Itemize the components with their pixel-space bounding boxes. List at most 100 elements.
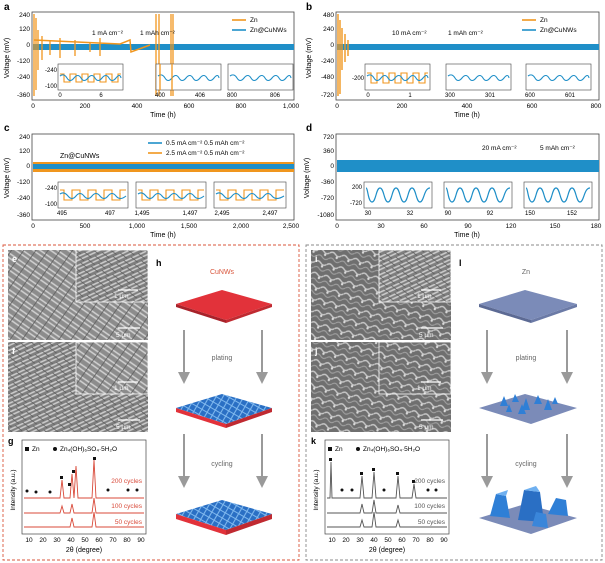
panel-a-inset-ylabel: -240 bbox=[45, 68, 58, 74]
panel-a-inset-2-cunws bbox=[157, 74, 220, 82]
panel-g-xtick: 70 bbox=[109, 537, 117, 544]
panel-a-xtick: 600 bbox=[184, 103, 195, 110]
panel-l-zn-substrate bbox=[479, 290, 577, 320]
cunws-section-border bbox=[2, 244, 300, 561]
panel-a-ytick: 240 bbox=[19, 12, 30, 19]
panel-d-inset-1 bbox=[363, 181, 433, 209]
panel-b-inset-ylabel: -200 bbox=[352, 76, 365, 82]
panel-c-xtick: 1,000 bbox=[129, 223, 146, 230]
panel-d-inset-1-cunws bbox=[365, 187, 431, 203]
panel-g-xtick: 60 bbox=[95, 537, 103, 544]
panel-j-label: j bbox=[314, 346, 318, 356]
panel-d-xtick: 0 bbox=[335, 223, 339, 230]
panel-g-xtick: 30 bbox=[53, 537, 61, 544]
panel-d-annotation-current: 20 mA cm⁻² bbox=[482, 145, 517, 152]
panel-a-inset-2-zn bbox=[159, 64, 173, 90]
panel-c-inset-1-high bbox=[60, 189, 126, 201]
panel-b-inset-xtick: 1 bbox=[408, 93, 412, 99]
panel-e-label: e bbox=[12, 254, 17, 264]
panel-k-xtick: 70 bbox=[412, 537, 420, 544]
panel-c-xtick: 500 bbox=[80, 223, 91, 230]
panel-a-inset-xtick: 806 bbox=[270, 93, 281, 99]
panel-c: c Voltage (mV) 240 120 0 -120 -240 -360 … bbox=[4, 123, 300, 239]
panel-b-inset-xtick: 601 bbox=[565, 93, 576, 99]
panel-g-trace-100 bbox=[24, 497, 144, 514]
panel-h-title: CuNWs bbox=[210, 269, 235, 276]
panel-d-inset-2-cunws bbox=[445, 187, 511, 203]
panel-k-label: k bbox=[311, 436, 317, 446]
panel-k-legend-zn-marker bbox=[328, 447, 332, 451]
panel-b-inset-2-cunws bbox=[447, 74, 510, 82]
panel-b-xtick: 0 bbox=[335, 103, 339, 110]
panel-k-trace-label: 50 cycles bbox=[418, 519, 446, 526]
panel-j-scale: 5 μm bbox=[419, 424, 434, 431]
panel-g-legend-byproduct: Zn₄(OH)₆SO₄·5H₂O bbox=[60, 446, 117, 453]
panel-b-inset-1 bbox=[364, 63, 431, 91]
panel-g: g Intensity (a.u.) Zn Zn₄(OH)₆SO₄·5H₂O 2… bbox=[8, 436, 147, 554]
panel-b-inset-xtick: 301 bbox=[485, 93, 496, 99]
panel-b-trace-cunws bbox=[337, 44, 599, 50]
panel-c-ylabel: Voltage (mV) bbox=[4, 158, 11, 198]
panel-h-step-cycling: cycling bbox=[211, 461, 233, 468]
panel-a-xtick: 1,000 bbox=[283, 103, 300, 110]
panel-c-xtick: 2,000 bbox=[233, 223, 250, 230]
panel-a-inset-xtick: 406 bbox=[195, 93, 206, 99]
panel-c-inset-3-high bbox=[216, 189, 284, 201]
panel-d-xlabel: Time (h) bbox=[454, 232, 480, 239]
panel-a-trace-zn bbox=[33, 14, 101, 96]
panel-a-inset-xtick: 400 bbox=[155, 93, 166, 99]
panel-f-label: f bbox=[12, 346, 16, 356]
panel-d-ytick: -360 bbox=[321, 179, 334, 186]
panel-a-ytick: -120 bbox=[17, 58, 30, 65]
panel-a: a Voltage (mV) 240 120 0 -120 -240 -360 … bbox=[4, 2, 300, 119]
panel-l-step-cycling: cycling bbox=[515, 461, 537, 468]
panel-d-annotation-capacity: 5 mAh cm⁻² bbox=[540, 145, 576, 152]
panel-g-xtick: 90 bbox=[137, 537, 145, 544]
panel-a-insets: -240 -100 0 6 400 406 800 806 bbox=[45, 63, 294, 99]
panel-k-xlabel: 2θ (degree) bbox=[369, 547, 405, 554]
panel-d-ylabel: Voltage (mV) bbox=[304, 158, 311, 198]
panel-b-ytick: -480 bbox=[321, 74, 334, 81]
panel-a-inset-3 bbox=[227, 63, 294, 91]
panel-c-series-title: Zn@CuNWs bbox=[60, 153, 100, 160]
panel-b-xlabel: Time (h) bbox=[454, 112, 480, 119]
panel-k: k Intensity (a.u.) Zn Zn₄(OH)₆SO₄·5H₂O 2… bbox=[311, 436, 450, 554]
panel-l-large-dendrites bbox=[490, 486, 568, 528]
panel-d-ytick: 0 bbox=[330, 163, 334, 170]
panel-h-cycled-layer bbox=[176, 500, 272, 530]
zn-section-border bbox=[305, 244, 603, 561]
panel-h-cu-substrate-edge bbox=[226, 304, 272, 323]
panel-b: b Voltage (mV) 480 240 0 -240 -480 -720 … bbox=[306, 2, 602, 119]
panel-d-inset-ylabel: -720 bbox=[350, 201, 363, 207]
panel-c-inset-xtick: 2,495 bbox=[214, 211, 230, 217]
panel-c-xtick: 1,500 bbox=[181, 223, 198, 230]
panel-k-trace-50 bbox=[327, 511, 447, 528]
panel-b-inset-1-cunws bbox=[366, 74, 429, 82]
panel-d-inset-3-cunws bbox=[525, 187, 591, 203]
panel-d-inset-xtick: 150 bbox=[525, 211, 536, 217]
panel-c-inset-xtick: 2,497 bbox=[262, 211, 278, 217]
panel-l-zn-substrate-edge bbox=[531, 304, 577, 323]
panel-b-ylabel: Voltage (mV) bbox=[306, 38, 313, 78]
panel-b-xtick: 800 bbox=[591, 103, 602, 110]
panel-c-xtick: 2,500 bbox=[283, 223, 300, 230]
panel-c-trace-low-rate bbox=[33, 164, 294, 169]
panel-k-legend-byproduct: Zn₄(OH)₆SO₄·5H₂O bbox=[363, 446, 420, 453]
panel-g-trace-label: 200 cycles bbox=[111, 478, 142, 485]
panel-f: f 1 μm 5 μm bbox=[8, 341, 149, 432]
panel-c-inset-xtick: 1,497 bbox=[182, 211, 198, 217]
panel-d: d Voltage (mV) 720 360 0 -360 -720 -1080… bbox=[304, 123, 602, 239]
panel-a-ytick: 0 bbox=[26, 42, 30, 49]
panel-d-inset-xtick: 92 bbox=[487, 211, 494, 217]
panel-g-legend-zn: Zn bbox=[32, 446, 40, 453]
panel-d-inset-3 bbox=[523, 181, 593, 209]
panel-d-inset-xtick: 32 bbox=[407, 211, 414, 217]
panel-c-inset-xtick: 495 bbox=[57, 211, 68, 217]
panel-h-cu-substrate bbox=[176, 290, 272, 320]
panel-a-inset-3-cunws bbox=[229, 74, 292, 82]
panel-a-xtick: 800 bbox=[236, 103, 247, 110]
panel-d-xtick: 180 bbox=[591, 223, 602, 230]
panel-c-inset-ylabel: -240 bbox=[45, 186, 58, 192]
panel-g-legend-byproduct-marker bbox=[53, 447, 57, 451]
panel-a-inset-xtick: 0 bbox=[58, 93, 62, 99]
